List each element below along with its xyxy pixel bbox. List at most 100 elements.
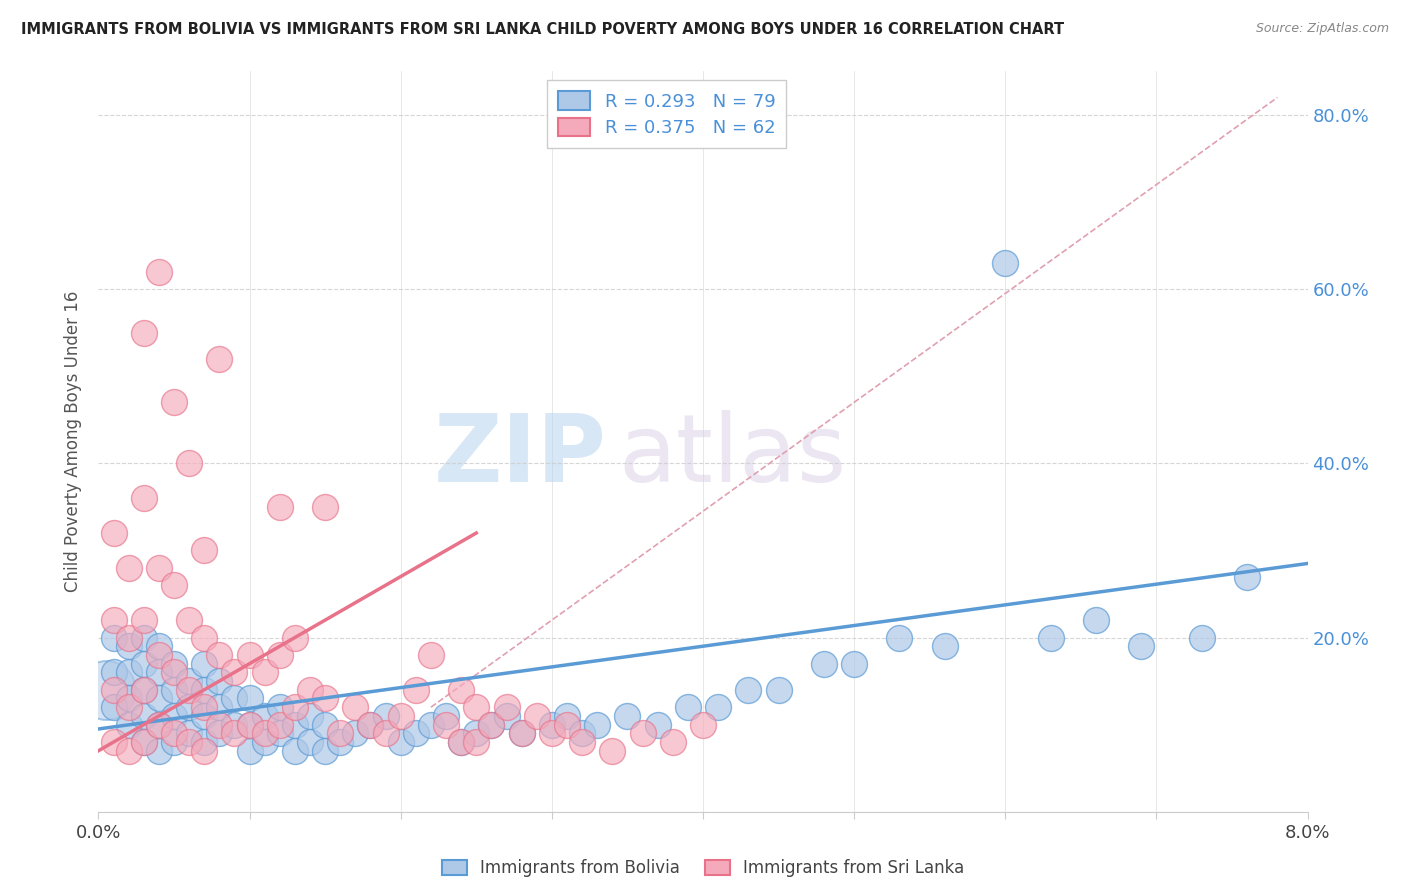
- Point: [314, 744, 336, 758]
- Point: [118, 744, 141, 758]
- Point: [540, 717, 562, 731]
- Point: [179, 674, 201, 689]
- Point: [465, 726, 488, 740]
- Point: [224, 726, 246, 740]
- Point: [481, 717, 503, 731]
- Point: [495, 709, 517, 723]
- Point: [239, 717, 262, 731]
- Point: [707, 700, 730, 714]
- Point: [465, 735, 488, 749]
- Point: [253, 709, 276, 723]
- Point: [253, 726, 276, 740]
- Point: [1191, 631, 1213, 645]
- Point: [224, 691, 246, 706]
- Point: [420, 648, 443, 662]
- Point: [193, 543, 215, 558]
- Point: [224, 665, 246, 680]
- Point: [481, 717, 503, 731]
- Legend: R = 0.293   N = 79, R = 0.375   N = 62: R = 0.293 N = 79, R = 0.375 N = 62: [547, 80, 786, 148]
- Point: [118, 700, 141, 714]
- Point: [314, 500, 336, 514]
- Text: atlas: atlas: [619, 410, 846, 502]
- Text: IMMIGRANTS FROM BOLIVIA VS IMMIGRANTS FROM SRI LANKA CHILD POVERTY AMONG BOYS UN: IMMIGRANTS FROM BOLIVIA VS IMMIGRANTS FR…: [21, 22, 1064, 37]
- Point: [103, 735, 125, 749]
- Point: [934, 639, 956, 653]
- Point: [692, 717, 714, 731]
- Point: [163, 665, 186, 680]
- Point: [344, 700, 367, 714]
- Point: [179, 726, 201, 740]
- Point: [163, 735, 186, 749]
- Point: [148, 561, 170, 575]
- Point: [314, 717, 336, 731]
- Point: [269, 726, 291, 740]
- Point: [465, 700, 488, 714]
- Point: [179, 735, 201, 749]
- Point: [208, 700, 231, 714]
- Point: [344, 726, 367, 740]
- Point: [284, 744, 307, 758]
- Point: [253, 735, 276, 749]
- Point: [132, 682, 155, 697]
- Point: [299, 709, 322, 723]
- Point: [284, 631, 307, 645]
- Point: [118, 665, 141, 680]
- Point: [193, 735, 215, 749]
- Point: [163, 726, 186, 740]
- Point: [239, 744, 262, 758]
- Point: [284, 717, 307, 731]
- Y-axis label: Child Poverty Among Boys Under 16: Child Poverty Among Boys Under 16: [65, 291, 83, 592]
- Point: [540, 726, 562, 740]
- Point: [118, 691, 141, 706]
- Point: [193, 700, 215, 714]
- Point: [193, 631, 215, 645]
- Point: [360, 717, 382, 731]
- Point: [510, 726, 533, 740]
- Point: [1130, 639, 1153, 653]
- Point: [208, 648, 231, 662]
- Point: [495, 700, 517, 714]
- Point: [1236, 569, 1258, 583]
- Point: [193, 709, 215, 723]
- Point: [208, 717, 231, 731]
- Point: [103, 526, 125, 541]
- Point: [450, 735, 472, 749]
- Point: [179, 682, 201, 697]
- Point: [616, 709, 638, 723]
- Point: [179, 700, 201, 714]
- Point: [118, 639, 141, 653]
- Point: [179, 456, 201, 470]
- Point: [405, 726, 427, 740]
- Point: [239, 691, 262, 706]
- Point: [148, 648, 170, 662]
- Point: [555, 709, 578, 723]
- Point: [844, 657, 866, 671]
- Point: [813, 657, 835, 671]
- Point: [208, 674, 231, 689]
- Point: [224, 717, 246, 731]
- Point: [118, 561, 141, 575]
- Point: [163, 682, 186, 697]
- Point: [510, 726, 533, 740]
- Point: [148, 717, 170, 731]
- Point: [118, 631, 141, 645]
- Point: [647, 717, 669, 731]
- Point: [163, 657, 186, 671]
- Point: [571, 735, 593, 749]
- Point: [148, 665, 170, 680]
- Point: [193, 682, 215, 697]
- Point: [994, 256, 1017, 270]
- Point: [434, 709, 457, 723]
- Point: [132, 631, 155, 645]
- Point: [163, 395, 186, 409]
- Point: [299, 735, 322, 749]
- Point: [148, 691, 170, 706]
- Point: [163, 709, 186, 723]
- Point: [132, 709, 155, 723]
- Point: [676, 700, 699, 714]
- Point: [389, 709, 412, 723]
- Point: [269, 648, 291, 662]
- Point: [329, 726, 352, 740]
- Point: [389, 735, 412, 749]
- Point: [148, 639, 170, 653]
